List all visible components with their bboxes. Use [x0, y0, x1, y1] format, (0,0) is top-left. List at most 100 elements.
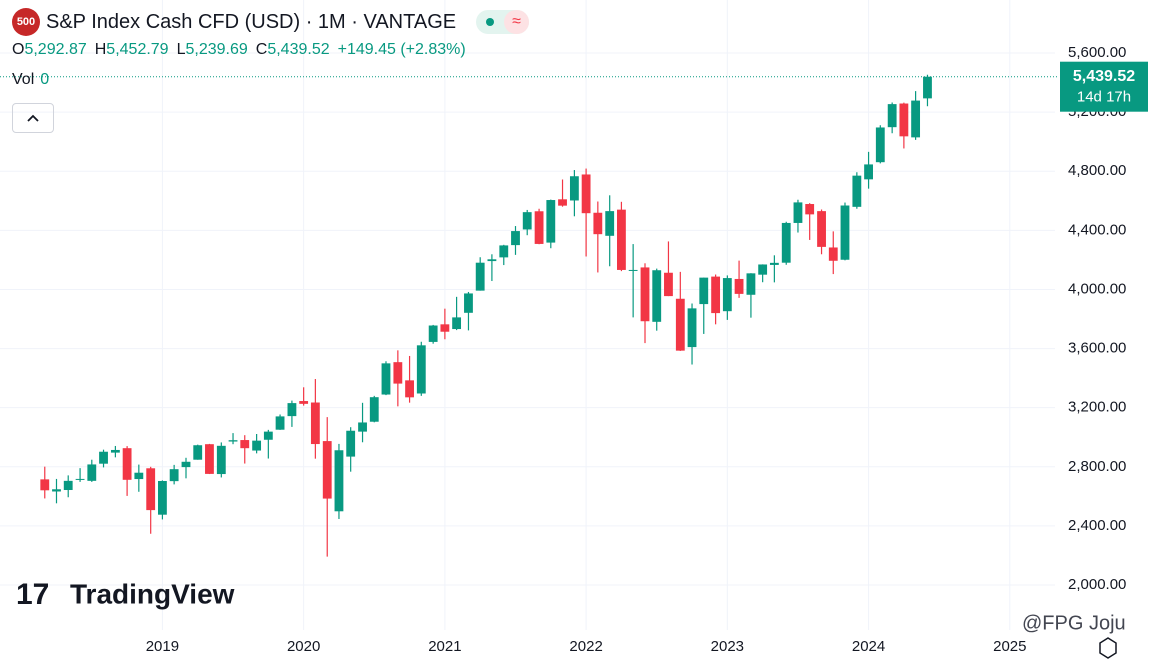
- candle-body: [146, 468, 156, 511]
- header-title: 500 S&P Index Cash CFD (USD) · 1M · VANT…: [12, 8, 529, 36]
- candle-body: [263, 431, 273, 440]
- candle-body: [911, 100, 921, 138]
- candle-body: [122, 448, 132, 480]
- candle-body: [875, 127, 885, 163]
- last-price-label: 5,439.52: [1073, 68, 1135, 85]
- y-tick-label: 2,800.00: [1068, 458, 1126, 475]
- volume-line: Vol 0: [12, 71, 49, 89]
- candle-body: [240, 440, 250, 449]
- candle-body: [346, 430, 356, 457]
- status-dot: [486, 18, 495, 26]
- candle-body: [499, 245, 509, 258]
- candle-body: [158, 480, 167, 515]
- y-tick-label: 3,600.00: [1068, 340, 1126, 357]
- x-tick-label: 2019: [146, 638, 179, 655]
- ohlc-value: 5,239.69: [185, 41, 248, 58]
- watermark: @FPG Joju: [1022, 612, 1126, 634]
- y-tick-label: 2,000.00: [1068, 576, 1126, 593]
- candle-body: [628, 269, 638, 271]
- candle-body: [52, 489, 61, 492]
- candle-body: [440, 324, 450, 332]
- candle-body: [805, 204, 815, 215]
- candle-body: [593, 212, 603, 235]
- y-tick-label: 4,800.00: [1068, 162, 1126, 179]
- candle-body: [310, 402, 320, 445]
- candle-body: [369, 397, 379, 422]
- change: +149.45 (+2.83%): [337, 41, 466, 58]
- ohlc-value: 5,452.79: [106, 41, 169, 58]
- ohlc-key: C: [255, 41, 268, 58]
- ohlc-key: L: [176, 41, 186, 58]
- y-tick-label: 3,200.00: [1068, 399, 1126, 416]
- x-tick-label: 2024: [852, 638, 885, 655]
- candle-body: [640, 267, 650, 322]
- candle-body: [322, 441, 332, 499]
- candle-body: [334, 450, 344, 512]
- y-tick-label: 4,400.00: [1068, 221, 1126, 238]
- candle-body: [416, 345, 426, 394]
- candle-body: [381, 363, 391, 395]
- candle-body: [605, 211, 615, 236]
- candle-body: [769, 262, 779, 265]
- candle-body: [452, 317, 462, 330]
- collapse-button[interactable]: [12, 103, 54, 133]
- candle-body: [699, 277, 709, 305]
- candle-body: [252, 440, 262, 451]
- candle-body: [393, 362, 403, 384]
- candle-body: [169, 469, 179, 482]
- candle-body: [87, 464, 97, 481]
- candle-body: [511, 231, 520, 246]
- candle-body: [287, 403, 297, 417]
- candle-body: [617, 209, 626, 270]
- candle-body: [405, 380, 414, 398]
- settings-icon[interactable]: [1099, 637, 1117, 659]
- candle-body: [664, 272, 673, 297]
- ohlc-key: H: [94, 41, 107, 58]
- candle-body: [63, 480, 73, 491]
- candle-body: [110, 449, 120, 453]
- y-tick-label: 2,400.00: [1068, 517, 1126, 534]
- countdown: 14d 17h: [1077, 89, 1131, 106]
- candle-body: [899, 103, 909, 137]
- candle-body: [464, 293, 473, 313]
- candle-body: [793, 202, 803, 223]
- volume-value: 0: [40, 71, 50, 88]
- candle-body: [299, 401, 309, 404]
- last-price-box: [1060, 61, 1148, 112]
- ohlc-value: 5,292.87: [24, 41, 87, 58]
- candle-body: [734, 278, 744, 294]
- candle-body: [828, 247, 838, 261]
- y-tick-label: 4,000.00: [1068, 280, 1126, 297]
- logo-mark: 17: [16, 578, 49, 611]
- candle-body: [840, 205, 850, 260]
- candle-body: [275, 416, 285, 430]
- candle-body: [758, 264, 768, 275]
- candle-body: [181, 461, 191, 468]
- x-tick-label: 2021: [428, 638, 461, 655]
- symbol-badge: 500: [12, 8, 40, 36]
- candle-body: [864, 164, 873, 180]
- y-tick-label: 5,600.00: [1068, 44, 1126, 61]
- candle-body: [205, 444, 214, 474]
- candle-body: [746, 273, 756, 295]
- chevron: [27, 114, 39, 122]
- candle-body: [558, 199, 567, 206]
- candle-body: [923, 76, 932, 99]
- logo: TradingView: [70, 578, 235, 609]
- x-tick-label: 2020: [287, 638, 320, 655]
- volume-label: Vol: [12, 71, 35, 88]
- candle-body: [675, 298, 685, 351]
- ohlc-value: 5,439.52: [267, 41, 330, 58]
- x-tick-label: 2025: [993, 638, 1026, 655]
- candle-body: [487, 259, 497, 262]
- ohlc-key: O: [12, 41, 25, 58]
- x-tick-label: 2023: [711, 638, 744, 655]
- candle-body: [428, 325, 438, 342]
- candle-body: [546, 200, 556, 243]
- candle-body: [817, 211, 826, 247]
- status-pills: ≈: [476, 10, 529, 34]
- candle-body: [852, 175, 862, 207]
- candle-body: [711, 276, 721, 314]
